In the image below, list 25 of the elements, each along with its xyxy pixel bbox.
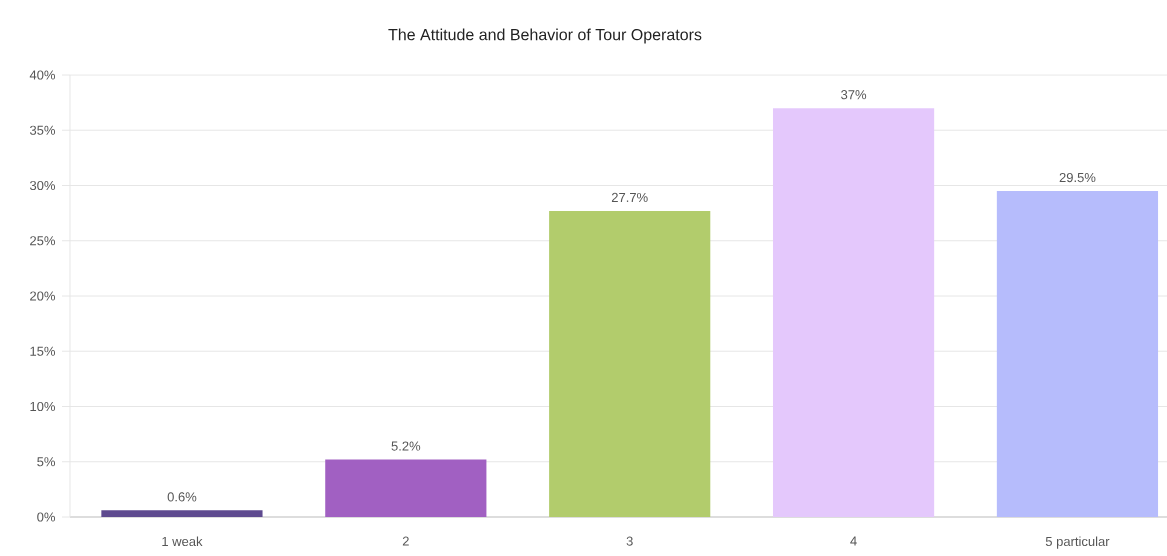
data-label: 29.5% — [1059, 172, 1096, 183]
x-tick-label: 5 particular — [1045, 536, 1110, 549]
y-tick-label: 25% — [30, 236, 56, 246]
data-label: 37% — [841, 90, 867, 100]
y-tick-label: 30% — [29, 180, 56, 191]
data-label: 27.7% — [611, 192, 648, 202]
y-tick-label: 40% — [29, 70, 56, 80]
x-tick-label: 1 weak — [162, 536, 203, 547]
x-tick-label: 3 — [626, 536, 633, 546]
y-tick-label: 5% — [37, 457, 56, 467]
x-tick-label: 4 — [850, 536, 857, 546]
data-label: 0.6% — [167, 492, 197, 502]
y-tick-label: 15% — [30, 346, 56, 356]
bar — [325, 459, 487, 517]
y-tick-label: 10% — [30, 401, 56, 412]
bar — [101, 510, 263, 517]
bar — [996, 191, 1159, 517]
chart-title: The Attitude and Behavior of Tour Operators — [388, 28, 702, 44]
data-label: 5.2% — [391, 441, 421, 451]
y-tick-label: 20% — [30, 291, 56, 301]
y-tick-label: 0% — [37, 512, 56, 522]
bar — [549, 210, 711, 517]
x-tick-label: 2 — [402, 536, 409, 546]
bar — [772, 108, 935, 517]
y-tick-label: 35% — [29, 125, 56, 135]
